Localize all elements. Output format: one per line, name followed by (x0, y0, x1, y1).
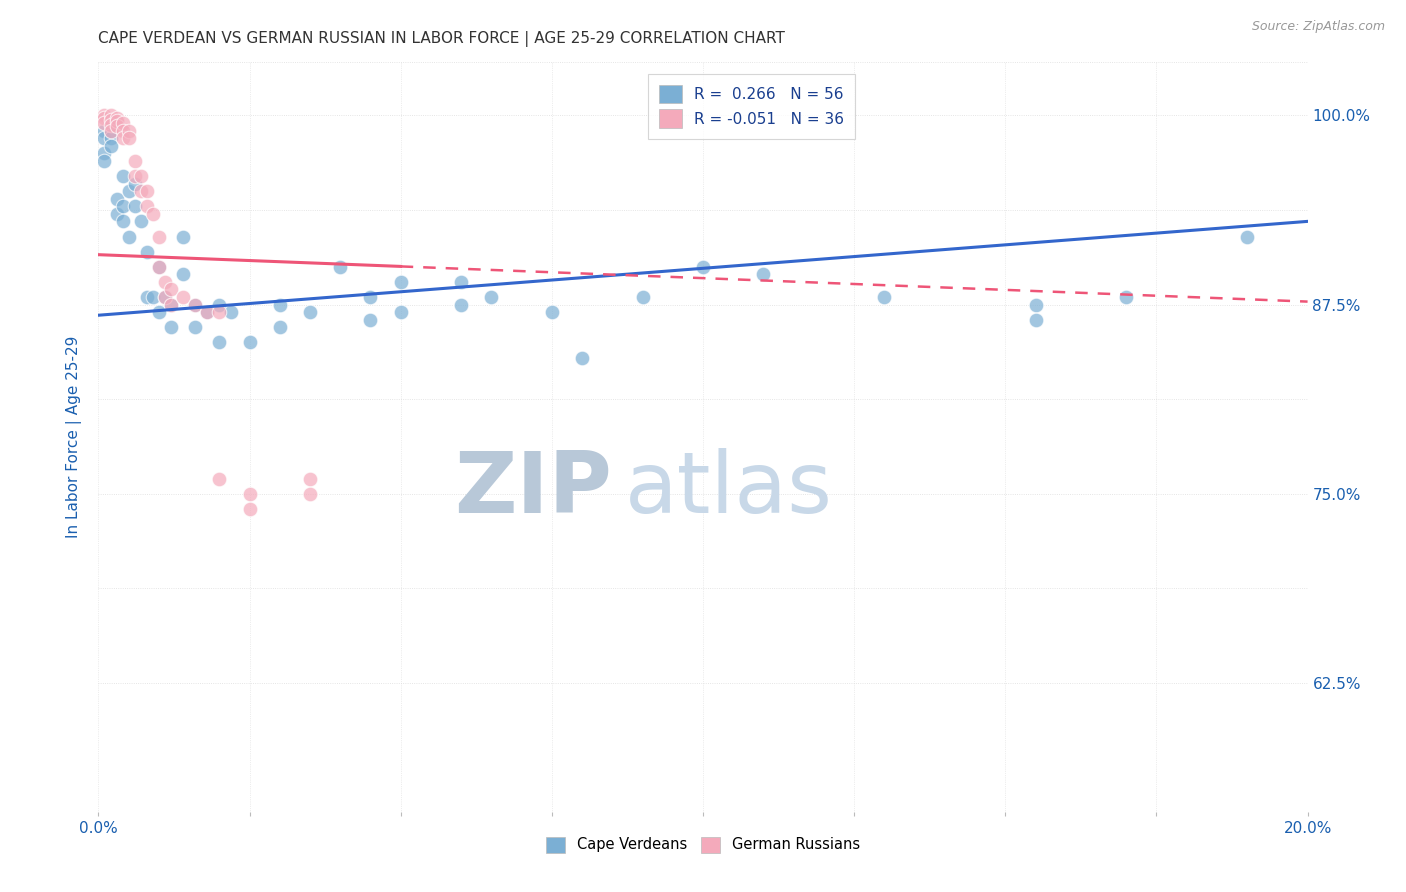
Point (118, 131, 141, 145)
Point (208, 472, 231, 486)
Point (100, 123, 122, 137)
Point (124, 177, 146, 191)
Point (111, 169, 134, 183)
Point (360, 312, 382, 326)
Point (450, 298, 472, 312)
Point (239, 502, 262, 516)
Point (184, 298, 207, 312)
Point (184, 320, 207, 334)
Text: CAPE VERDEAN VS GERMAN RUSSIAN IN LABOR FORCE | AGE 25-29 CORRELATION CHART: CAPE VERDEAN VS GERMAN RUSSIAN IN LABOR … (98, 31, 786, 47)
Point (873, 290, 896, 304)
Point (100, 131, 122, 145)
Point (153, 275, 176, 289)
Point (105, 207, 128, 221)
Point (299, 305, 322, 319)
Point (111, 131, 134, 145)
Point (100, 123, 122, 137)
Point (389, 275, 412, 289)
Point (111, 123, 134, 137)
Point (1024, 312, 1046, 326)
Point (148, 229, 170, 244)
Text: Source: ZipAtlas.com: Source: ZipAtlas.com (1251, 20, 1385, 33)
Point (105, 112, 128, 126)
Point (129, 169, 152, 183)
Point (195, 305, 218, 319)
Point (148, 260, 170, 274)
Point (299, 472, 322, 486)
Point (118, 123, 141, 137)
Point (124, 153, 146, 168)
Point (93, 112, 115, 126)
Point (389, 305, 412, 319)
Point (93, 123, 115, 137)
Point (111, 116, 134, 130)
Point (111, 214, 134, 228)
Point (239, 487, 262, 501)
Point (153, 290, 176, 304)
Point (124, 169, 146, 183)
Point (208, 298, 231, 312)
Point (160, 283, 183, 297)
Point (135, 199, 157, 213)
Point (571, 351, 593, 365)
Point (93, 116, 115, 130)
Point (93, 146, 115, 161)
Point (105, 119, 128, 133)
Point (160, 298, 183, 312)
Point (450, 275, 472, 289)
Point (1024, 298, 1046, 312)
Point (105, 114, 128, 128)
Point (329, 260, 352, 274)
Point (142, 207, 165, 221)
Point (239, 335, 262, 350)
Point (100, 108, 122, 122)
Point (208, 335, 231, 350)
Point (172, 268, 194, 282)
Text: atlas: atlas (624, 448, 832, 531)
Point (148, 305, 170, 319)
Point (148, 260, 170, 274)
Point (135, 290, 157, 304)
Point (93, 108, 115, 122)
Point (692, 260, 714, 274)
Point (142, 290, 165, 304)
Y-axis label: In Labor Force | Age 25-29: In Labor Force | Age 25-29 (66, 336, 83, 538)
Point (100, 118, 122, 132)
Point (269, 320, 291, 334)
Point (160, 320, 183, 334)
Point (129, 214, 152, 228)
Point (221, 305, 243, 319)
Point (93, 153, 115, 168)
Point (299, 487, 322, 501)
Point (172, 229, 194, 244)
Point (172, 290, 194, 304)
Point (540, 305, 562, 319)
Point (184, 298, 207, 312)
Point (631, 290, 654, 304)
Legend: Cape Verdeans, German Russians: Cape Verdeans, German Russians (540, 830, 866, 858)
Point (1115, 290, 1137, 304)
Point (153, 290, 176, 304)
Point (752, 268, 775, 282)
Point (100, 138, 122, 153)
Point (208, 305, 231, 319)
Point (100, 112, 122, 127)
Point (93, 131, 115, 145)
Point (269, 298, 291, 312)
Point (360, 290, 382, 304)
Point (135, 184, 157, 198)
Point (129, 184, 152, 198)
Text: ZIP: ZIP (454, 448, 613, 531)
Point (118, 184, 141, 198)
Point (124, 199, 146, 213)
Point (118, 229, 141, 244)
Point (100, 116, 122, 130)
Point (111, 199, 134, 213)
Point (105, 192, 128, 206)
Point (481, 290, 503, 304)
Point (195, 305, 218, 319)
Point (1236, 229, 1258, 244)
Point (135, 244, 157, 259)
Point (160, 298, 183, 312)
